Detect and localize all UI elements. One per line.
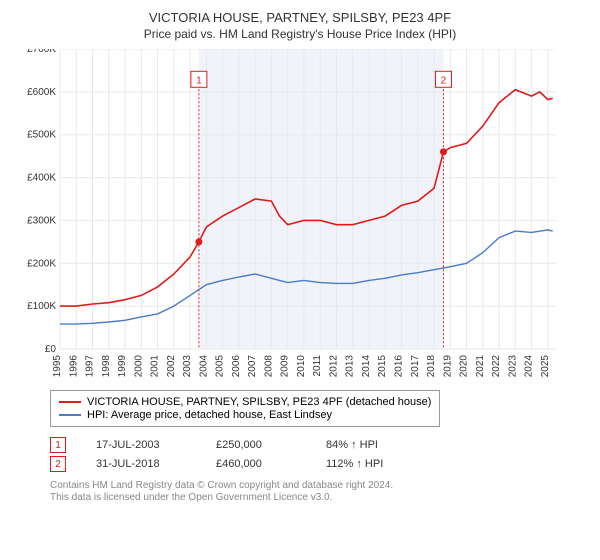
x-tick-label: 2004 (198, 355, 209, 378)
legend-box: VICTORIA HOUSE, PARTNEY, SPILSBY, PE23 4… (50, 390, 440, 427)
x-tick-label: 1995 (52, 355, 63, 378)
x-tick-label: 2015 (377, 355, 388, 378)
chart-plot-area: £0 £100K £200K £300K £400K £500K £600K £700K 199… (16, 49, 584, 384)
chart-container: VICTORIA HOUSE, PARTNEY, SPILSBY, PE23 4… (0, 0, 600, 512)
line-chart-svg: £0 £100K £200K £300K £400K £500K £600K £700K 199… (16, 49, 556, 379)
x-tick-label: 1999 (117, 355, 128, 378)
x-tick-label: 1997 (85, 355, 96, 378)
y-tick-label: £0 (45, 344, 57, 355)
sale-date: 17-JUL-2003 (96, 439, 186, 451)
legend-swatch (59, 401, 81, 403)
sale-marker-dot (195, 238, 202, 245)
shaded-band (199, 49, 444, 349)
sale-marker-number: 1 (196, 75, 202, 86)
sale-marker-dot (440, 148, 447, 155)
sale-marker-number: 2 (441, 75, 447, 86)
x-tick-label: 2018 (426, 355, 437, 378)
chart-subtitle: Price paid vs. HM Land Registry's House … (16, 27, 584, 41)
chart-title: VICTORIA HOUSE, PARTNEY, SPILSBY, PE23 4… (16, 10, 584, 25)
sale-date: 31-JUL-2018 (96, 458, 186, 470)
y-tick-label: £300K (27, 215, 56, 226)
y-tick-label: £200K (27, 258, 56, 269)
y-tick-label: £400K (27, 173, 56, 184)
y-tick-label: £500K (27, 130, 56, 141)
legend-label: HPI: Average price, detached house, East… (87, 409, 332, 421)
x-tick-label: 2000 (133, 355, 144, 378)
x-tick-label: 2020 (459, 355, 470, 378)
sale-price: £250,000 (216, 439, 296, 451)
sale-row: 1 17-JUL-2003 £250,000 84% ↑ HPI (50, 437, 584, 453)
x-tick-label: 2002 (166, 355, 177, 378)
x-tick-label: 2012 (328, 355, 339, 378)
x-tick-label: 2013 (345, 355, 356, 378)
sale-row-marker: 1 (50, 437, 66, 453)
x-tick-label: 2009 (280, 355, 291, 378)
x-tick-label: 2003 (182, 355, 193, 378)
x-tick-label: 2016 (394, 355, 405, 378)
sales-table: 1 17-JUL-2003 £250,000 84% ↑ HPI 2 31-JUL-201… (50, 437, 584, 472)
legend-swatch (59, 414, 81, 416)
sale-row-marker: 2 (50, 456, 66, 472)
x-tick-label: 2008 (263, 355, 274, 378)
x-tick-label: 1996 (68, 355, 79, 378)
sale-price: £460,000 (216, 458, 296, 470)
footer-line: Contains HM Land Registry data © Crown c… (50, 480, 584, 491)
x-tick-label: 2019 (442, 355, 453, 378)
x-tick-label: 2024 (524, 355, 535, 378)
x-tick-label: 2017 (410, 355, 421, 378)
x-tick-label: 2010 (296, 355, 307, 378)
x-tick-label: 2014 (361, 355, 372, 378)
x-tick-label: 2006 (231, 355, 242, 378)
y-tick-label: £100K (27, 301, 56, 312)
y-tick-label: £700K (27, 49, 56, 55)
x-tick-label: 2021 (475, 355, 486, 378)
x-tick-label: 2011 (312, 355, 323, 377)
x-tick-label: 2001 (150, 355, 161, 378)
legend-row: VICTORIA HOUSE, PARTNEY, SPILSBY, PE23 4… (59, 396, 431, 408)
x-tick-label: 2005 (215, 355, 226, 378)
legend-row: HPI: Average price, detached house, East… (59, 409, 431, 421)
attribution-footer: Contains HM Land Registry data © Crown c… (50, 480, 584, 503)
x-tick-label: 1998 (101, 355, 112, 378)
footer-line: This data is licensed under the Open Gov… (50, 492, 584, 503)
sale-row: 2 31-JUL-2018 £460,000 112% ↑ HPI (50, 456, 584, 472)
x-tick-label: 2022 (491, 355, 502, 378)
sale-delta: 84% ↑ HPI (326, 439, 378, 451)
legend-label: VICTORIA HOUSE, PARTNEY, SPILSBY, PE23 4… (87, 396, 431, 408)
x-tick-label: 2023 (507, 355, 518, 378)
x-tick-label: 2007 (247, 355, 258, 378)
x-tick-label: 2025 (540, 355, 551, 378)
sale-delta: 112% ↑ HPI (326, 458, 383, 470)
y-tick-label: £600K (27, 87, 56, 98)
